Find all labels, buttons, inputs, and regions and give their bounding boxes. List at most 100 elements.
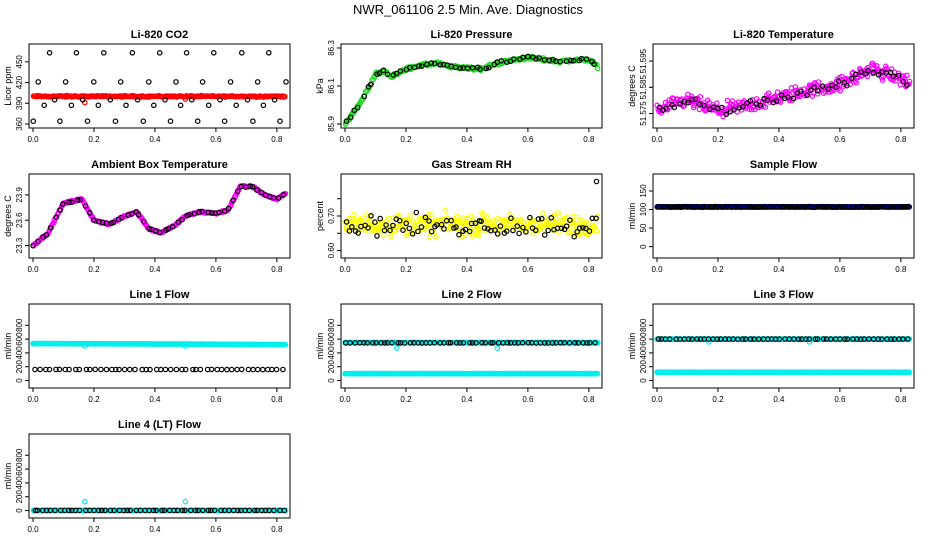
data-point [217, 97, 223, 103]
data-point [697, 336, 704, 342]
data-point [481, 225, 488, 231]
data-point [878, 336, 885, 343]
y-tick-label: 600 [15, 332, 24, 346]
y-axis-label: Licor ppm [3, 66, 13, 106]
data-point [282, 93, 288, 100]
data-series [30, 92, 288, 106]
data-point [438, 221, 445, 228]
data-point [835, 78, 842, 85]
data-point [53, 214, 60, 221]
y-axis-label: ml/min [627, 203, 637, 230]
data-point [128, 211, 135, 217]
data-point [343, 118, 350, 125]
data-point [124, 507, 131, 514]
data-point [409, 231, 416, 237]
data-point [146, 79, 152, 85]
y-tick-label: 800 [15, 448, 24, 462]
data-point [74, 197, 81, 203]
data-point [453, 340, 460, 346]
data-point [208, 366, 215, 373]
x-tick-label: 0.8 [895, 135, 907, 144]
data-point [792, 84, 799, 90]
data-point [538, 215, 545, 222]
data-point [875, 336, 882, 342]
data-point [385, 215, 392, 222]
data-point [112, 366, 119, 373]
data-point [428, 60, 435, 66]
chart-panel-10: Line 4 (LT) Flow ml/min 0.0 0.2 0.4 0.6 0.8 0 20… [3, 419, 291, 534]
y-tick-label: 400 [15, 346, 24, 360]
data-point [572, 339, 578, 346]
data-point [666, 336, 673, 342]
data-point [877, 204, 884, 210]
data-point [858, 69, 864, 75]
data-point [688, 204, 694, 210]
y-tick-label: 400 [639, 346, 648, 360]
x-tick-label: 0.0 [651, 265, 663, 274]
data-point [95, 507, 102, 514]
data-point [365, 225, 371, 231]
data-point [365, 228, 372, 235]
data-point [428, 228, 435, 235]
data-point [358, 217, 364, 224]
data-point [448, 217, 455, 224]
x-tick-label: 0.8 [895, 395, 907, 404]
chart-title: Line 4 (LT) Flow [118, 419, 201, 431]
y-tick-label: 400 [327, 346, 336, 360]
data-series [342, 207, 601, 240]
data-point [803, 336, 809, 342]
data-point [247, 183, 253, 190]
data-point [66, 507, 72, 514]
data-point [590, 218, 597, 225]
data-point [705, 339, 712, 345]
data-point [211, 49, 217, 56]
x-tick-label: 0.4 [149, 395, 161, 404]
x-tick-label: 0.0 [339, 265, 351, 274]
data-point [76, 366, 83, 373]
data-point [56, 366, 63, 373]
x-tick-label: 0.0 [651, 135, 663, 144]
data-point [360, 339, 367, 346]
x-tick-label: 0.6 [834, 135, 846, 144]
data-point [584, 340, 590, 346]
data-point [523, 229, 529, 235]
y-tick-label: 23.6 [15, 212, 24, 228]
data-point [548, 215, 555, 221]
data-point [808, 87, 814, 94]
data-series [654, 369, 913, 376]
data-point [389, 340, 395, 346]
data-point [863, 204, 870, 210]
data-point [205, 102, 212, 109]
y-tick-label: 23.9 [15, 187, 24, 203]
data-point [395, 340, 401, 346]
y-tick-label: 390 [15, 96, 24, 110]
data-point [121, 507, 127, 514]
data-point [182, 366, 189, 373]
x-tick-label: 0.4 [461, 265, 473, 274]
data-point [784, 89, 791, 95]
data-point [724, 97, 731, 104]
data-point [151, 102, 157, 109]
data-series [32, 507, 288, 514]
x-tick-label: 0.4 [461, 395, 473, 404]
y-tick-label: 400 [15, 476, 24, 490]
y-tick-label: 0 [15, 508, 24, 513]
data-point [397, 68, 404, 74]
data-point [504, 340, 511, 346]
chart-panel-9: Line 3 Flow ml/min 0.0 0.2 0.4 0.6 0.8 0 2004006… [627, 289, 915, 404]
data-point [380, 67, 387, 74]
data-point [478, 218, 484, 225]
x-tick-label: 0.4 [773, 265, 785, 274]
y-axis-label: percent [315, 200, 325, 231]
x-tick-label: 0.2 [400, 395, 412, 404]
x-tick-label: 0.2 [400, 265, 412, 274]
data-point [469, 340, 476, 346]
data-point [216, 209, 222, 216]
x-tick-label: 0.2 [88, 395, 100, 404]
data-series [343, 53, 597, 125]
data-point [182, 498, 189, 505]
x-tick-label: 0.4 [149, 265, 161, 274]
data-point [520, 224, 526, 231]
data-point [591, 61, 597, 67]
data-point [841, 336, 848, 342]
